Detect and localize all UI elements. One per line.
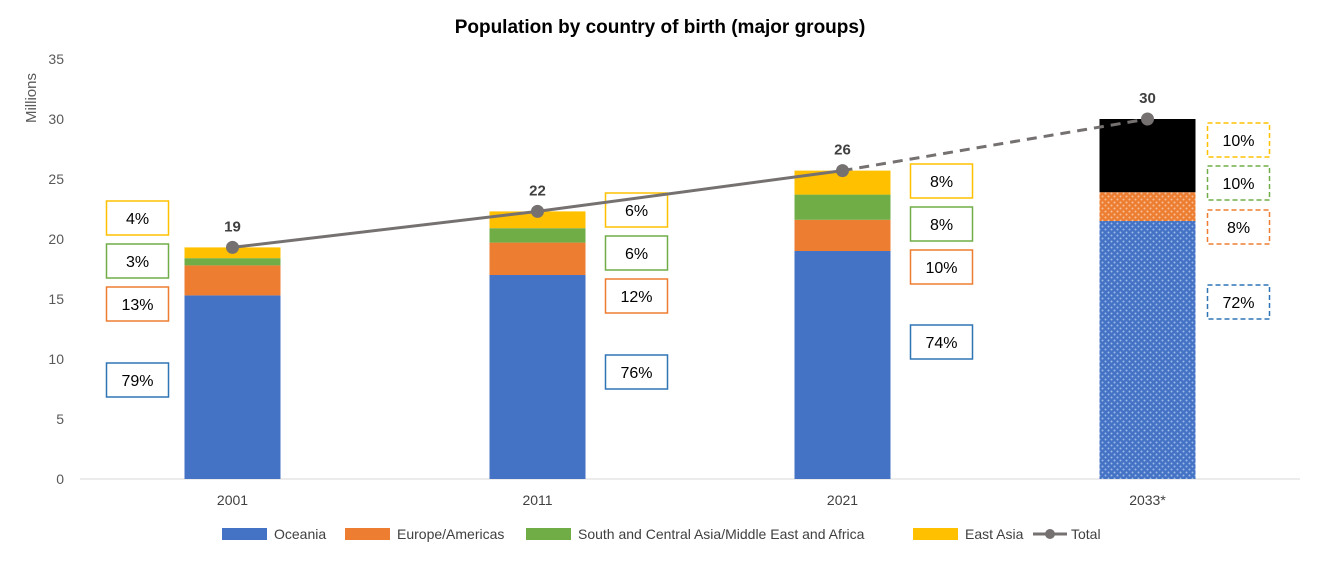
bar-segment: [794, 194, 891, 220]
share-label-box: [604, 278, 669, 314]
legend: Oceania Europe/Americas South and Central …: [222, 526, 1101, 542]
legend-label: Europe/Americas: [397, 526, 504, 542]
y-tick-label: 35: [48, 51, 64, 67]
total-line-segment: [537, 169, 843, 213]
share-labels-layer: 4% 3% 13% 79% 6% 6% 12% 76% 8% 8% 10% 74% 10% 10% 8% 72…: [105, 122, 1271, 398]
share-label: 4%: [126, 211, 149, 228]
share-label-box: [909, 163, 974, 199]
share-label: 79%: [121, 373, 153, 390]
y-tick-label: 5: [56, 411, 64, 427]
share-label-box: [105, 362, 170, 398]
chart-title: Population by country of birth (major gr…: [455, 17, 866, 38]
share-label: 3%: [126, 254, 149, 271]
x-tick-label: 2033*: [1129, 492, 1166, 508]
share-label: 72%: [1222, 295, 1254, 312]
share-label-box: [1206, 284, 1271, 320]
bar-segment: [489, 228, 586, 243]
share-label: 6%: [625, 246, 648, 263]
share-label-box: [1206, 209, 1271, 245]
legend-swatch: [345, 528, 390, 540]
legend-swatch: [913, 528, 958, 540]
bar-segment: [794, 219, 891, 251]
total-label: 19: [224, 218, 241, 235]
share-label-box: [909, 324, 974, 360]
legend-marker: [1045, 529, 1055, 539]
total-label: 22: [529, 182, 546, 199]
share-label-box: [604, 235, 669, 271]
bar-segment: [184, 258, 281, 266]
legend-label: Oceania: [274, 526, 326, 542]
share-label: 74%: [925, 335, 957, 352]
total-label: 30: [1139, 90, 1156, 107]
y-tick-label: 25: [48, 171, 64, 187]
share-label: 10%: [1222, 133, 1254, 150]
share-label-box: [105, 286, 170, 322]
share-label: 8%: [1227, 220, 1250, 237]
total-label: 26: [834, 142, 851, 159]
bar-segment: [1099, 192, 1196, 221]
x-tick-label: 2001: [217, 492, 248, 508]
share-label-box: [909, 249, 974, 285]
bars-layer: [184, 119, 1196, 479]
total-line-segment: [232, 209, 538, 249]
share-label: 10%: [1222, 176, 1254, 193]
share-label: 6%: [625, 203, 648, 220]
y-tick-label: 30: [48, 111, 64, 127]
bar-segment: [1099, 155, 1196, 193]
share-label-box: [105, 243, 170, 279]
total-point: [531, 204, 544, 218]
total-point: [226, 240, 239, 254]
y-tick-label: 0: [56, 471, 64, 487]
y-axis-label: Millions: [23, 73, 40, 123]
y-axis: 0 5 10 15 20 25 30 35: [48, 51, 64, 487]
total-point: [1141, 112, 1154, 126]
bar-segment: [184, 295, 281, 479]
bar-segment: [184, 265, 281, 296]
bar-segment: [489, 242, 586, 275]
bar-segment: [489, 275, 586, 479]
share-label: 76%: [620, 365, 652, 382]
total-point: [836, 164, 849, 178]
share-label: 12%: [620, 289, 652, 306]
legend-label: East Asia: [965, 526, 1024, 542]
y-tick-label: 10: [48, 351, 64, 367]
x-axis: 2001 2011 2021 2033*: [217, 492, 1166, 508]
legend-label: Total: [1071, 526, 1101, 542]
legend-label: South and Central Asia/Middle East and A…: [578, 526, 865, 542]
total-line-layer: 19 22 26 30: [224, 90, 1156, 254]
legend-swatch: [222, 528, 267, 540]
total-line-segment: [842, 117, 1148, 173]
share-label-box: [105, 200, 170, 236]
y-tick-label: 20: [48, 231, 64, 247]
bar-segment: [1099, 221, 1196, 479]
share-label-box: [1206, 122, 1271, 158]
legend-swatch: [526, 528, 571, 540]
share-label-box: [909, 206, 974, 242]
share-label: 10%: [925, 260, 957, 277]
share-label: 13%: [121, 297, 153, 314]
share-label-box: [1206, 165, 1271, 201]
bar-segment: [794, 251, 891, 479]
x-tick-label: 2021: [827, 492, 858, 508]
share-label: 8%: [930, 174, 953, 191]
y-tick-label: 15: [48, 291, 64, 307]
share-label-box: [604, 354, 669, 390]
share-label: 8%: [930, 217, 953, 234]
x-tick-label: 2011: [522, 492, 552, 508]
